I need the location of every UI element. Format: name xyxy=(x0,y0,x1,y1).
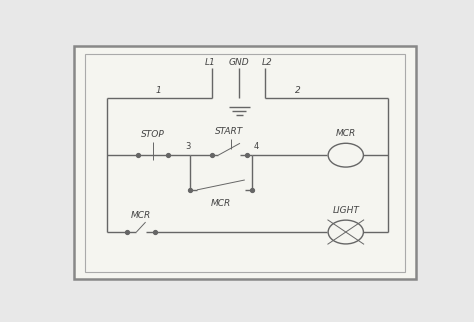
Text: L1: L1 xyxy=(204,58,215,67)
Text: MCR: MCR xyxy=(211,199,231,208)
Text: GND: GND xyxy=(229,58,250,67)
Text: LIGHT: LIGHT xyxy=(332,206,359,215)
Text: L2: L2 xyxy=(262,58,272,67)
Text: START: START xyxy=(215,127,243,136)
Bar xyxy=(85,53,404,272)
Text: MCR: MCR xyxy=(131,212,151,221)
Text: 4: 4 xyxy=(253,142,258,151)
Text: STOP: STOP xyxy=(141,129,165,138)
Text: 2: 2 xyxy=(295,86,301,95)
Text: MCR: MCR xyxy=(336,129,356,138)
Text: 3: 3 xyxy=(185,142,191,151)
Text: 1: 1 xyxy=(155,86,161,95)
